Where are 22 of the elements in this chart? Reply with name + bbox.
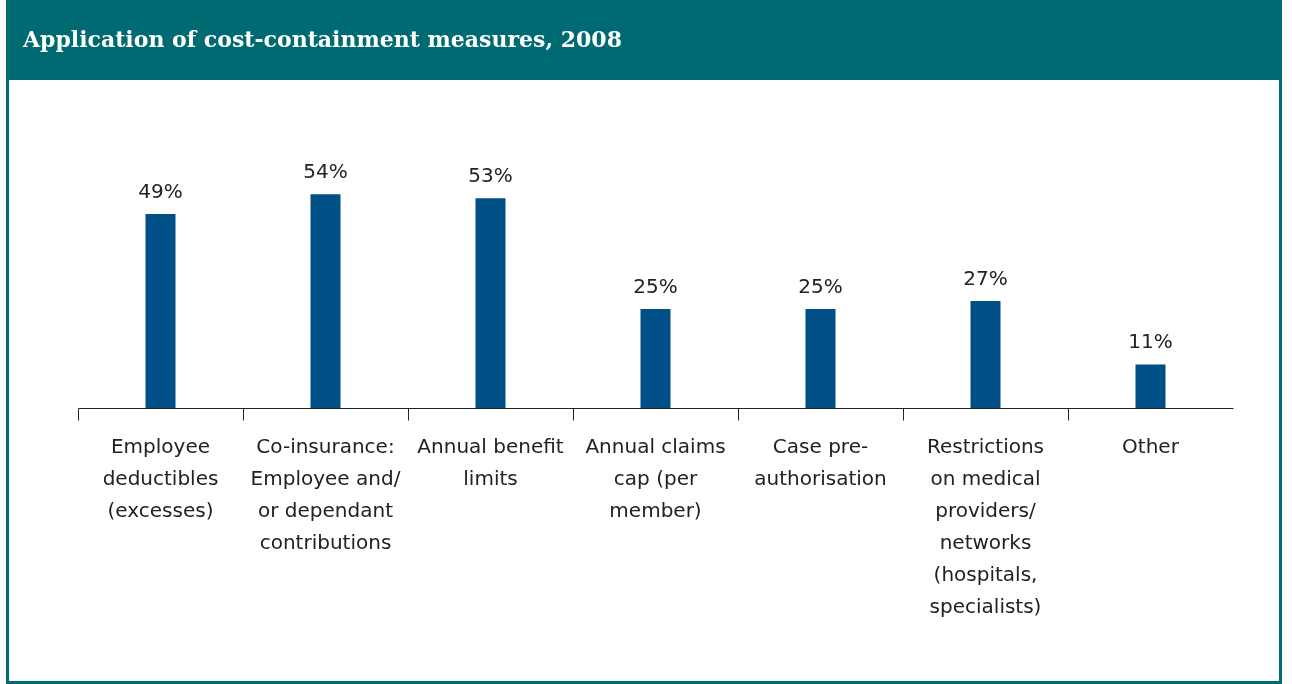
bar: [475, 198, 506, 408]
data-label: 53%: [468, 163, 513, 188]
x-tick-label: Annual claims cap (per member): [585, 433, 726, 522]
bar: [640, 309, 671, 408]
x-tick-label: Restrictions on medical providers/ networks (hospitals, specialists): [926, 433, 1045, 618]
data-label: 25%: [798, 274, 843, 299]
data-label: 11%: [1128, 329, 1173, 354]
data-label: 54%: [303, 159, 348, 184]
data-label: 49%: [138, 179, 183, 203]
bar: [145, 214, 176, 408]
data-label: 27%: [963, 266, 1008, 291]
bar: [805, 309, 836, 408]
data-label: 25%: [633, 274, 678, 299]
x-tick-label: Employee deductibles (excesses): [102, 433, 219, 522]
x-tick-label: Case pre-authorisation: [754, 433, 887, 490]
bar: [310, 194, 341, 408]
bar: [1135, 364, 1166, 408]
chart-title: Application of cost-containment measures, 2008: [9, 0, 1279, 80]
x-tick-label: Co-insurance: Employee and/ or dependant contributions: [250, 433, 401, 554]
x-tick-label: Annual benefit limits: [417, 433, 564, 490]
bar: [970, 301, 1001, 408]
x-tick-label: Other: [1122, 433, 1180, 458]
